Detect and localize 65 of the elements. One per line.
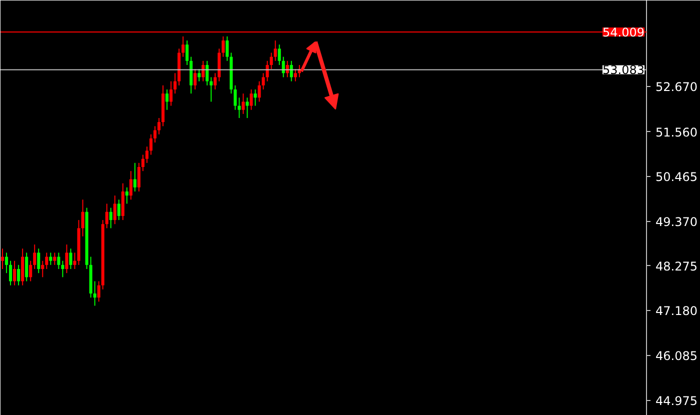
candlestick bbox=[129, 170, 132, 200]
candlestick bbox=[226, 36, 229, 62]
candlestick bbox=[117, 199, 120, 221]
candlestick bbox=[69, 248, 72, 270]
candlestick bbox=[294, 68, 297, 82]
candlestick bbox=[174, 72, 177, 94]
candlestick bbox=[9, 260, 12, 286]
candlestick bbox=[45, 252, 48, 270]
candlestick bbox=[113, 195, 116, 225]
candlestick bbox=[274, 40, 277, 62]
y-tick-label: 52.670 bbox=[656, 80, 698, 94]
candlestick bbox=[270, 52, 273, 70]
candlestick bbox=[250, 88, 253, 110]
candlestick bbox=[81, 199, 84, 237]
candlestick bbox=[258, 80, 261, 102]
y-tick-label: 44.975 bbox=[656, 394, 698, 408]
candlestick bbox=[29, 260, 32, 282]
candlestick bbox=[105, 203, 108, 229]
candlestick bbox=[262, 72, 265, 90]
candlestick bbox=[214, 72, 217, 90]
candlestick bbox=[93, 280, 96, 306]
y-tick-label: 50.465 bbox=[656, 170, 698, 184]
candlestick bbox=[17, 264, 20, 286]
candlestick bbox=[57, 252, 60, 270]
candlestick bbox=[246, 97, 249, 119]
candlestick bbox=[125, 186, 128, 204]
candlestick bbox=[37, 248, 40, 274]
candlestick bbox=[53, 252, 56, 266]
candlestick bbox=[145, 146, 148, 164]
ref-line-label: 54.009 bbox=[602, 25, 645, 40]
y-tick-label: 47.180 bbox=[656, 304, 698, 318]
y-tick-label: 49.370 bbox=[656, 214, 698, 229]
candlestick bbox=[41, 260, 44, 278]
candlestick bbox=[198, 68, 201, 82]
candlestick bbox=[141, 154, 144, 172]
candlestick bbox=[170, 80, 173, 106]
candlestick bbox=[65, 244, 68, 274]
candlestick bbox=[49, 252, 52, 266]
candlestick bbox=[278, 44, 281, 66]
candlestick bbox=[149, 134, 152, 156]
candlestick bbox=[0, 248, 4, 270]
candlestick bbox=[97, 280, 100, 302]
candlestick bbox=[109, 207, 112, 229]
y-tick-label: 46.085 bbox=[656, 348, 698, 363]
candlestick bbox=[254, 88, 257, 106]
candlestick bbox=[242, 93, 245, 114]
candlestick bbox=[157, 118, 161, 135]
candlestick bbox=[61, 260, 64, 278]
candlestick bbox=[194, 68, 197, 90]
y-tick-label: 48.275 bbox=[656, 259, 698, 274]
candlestick bbox=[210, 76, 213, 102]
candlestick bbox=[222, 36, 225, 58]
candlestick bbox=[165, 88, 169, 110]
candlestick bbox=[13, 260, 16, 286]
candlestick bbox=[186, 40, 189, 66]
candlestick bbox=[153, 126, 157, 144]
candlestick bbox=[4, 252, 8, 274]
candlestick bbox=[137, 162, 140, 192]
candlestick bbox=[133, 162, 136, 192]
y-tick-label: 51.560 bbox=[656, 125, 698, 140]
candlestick bbox=[182, 36, 185, 58]
ref-line-label: 53.083 bbox=[602, 63, 645, 78]
candlestick bbox=[206, 60, 209, 86]
candlestick bbox=[25, 252, 28, 282]
candlestick bbox=[33, 244, 36, 270]
